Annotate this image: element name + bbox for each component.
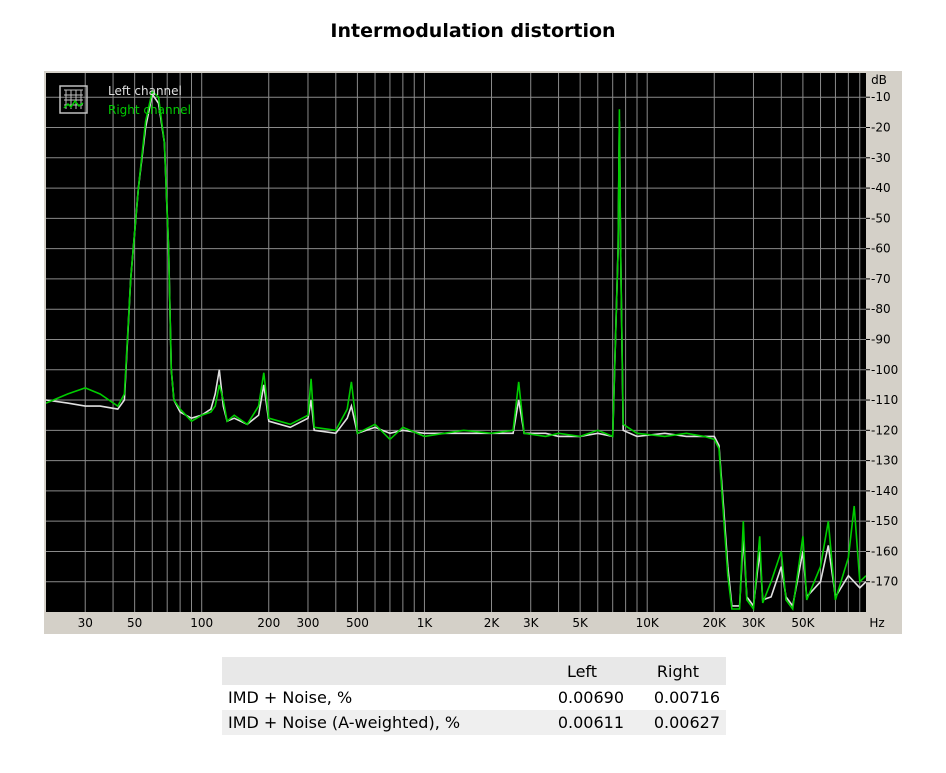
x-tick-label: 5K	[572, 616, 589, 630]
results-header-right: Right	[630, 657, 726, 685]
results-row: IMD + Noise (A-weighted), % 0.00611 0.00…	[222, 710, 726, 735]
y-tick-label: -30	[871, 151, 891, 165]
y-tick-label: -10	[871, 90, 891, 104]
y-tick-label: -150	[871, 514, 898, 528]
x-tick-label: 30K	[742, 616, 766, 630]
y-tick-label: -20	[871, 121, 891, 135]
y-axis-ticks: -10 -20 -30 -40 -50 -60 -70 -80 -90 -100 -110 -120 -…	[866, 90, 898, 589]
results-row-label: IMD + Noise (A-weighted), %	[222, 710, 534, 735]
x-axis-ticks: 30 50 100 200 300 500 1K 2K 3K 5K 10K 20K 30K 50K	[78, 616, 816, 630]
y-tick-label: -120	[871, 423, 898, 437]
legend: Left channel Right channel	[59, 84, 191, 117]
x-tick-label: 2K	[484, 616, 501, 630]
results-table: Left Right IMD + Noise, % 0.00690 0.0071…	[222, 657, 726, 735]
x-tick-label: 10K	[636, 616, 660, 630]
grid-lines	[46, 73, 866, 612]
y-tick-label: -90	[871, 332, 891, 346]
spectrum-plot: 30 50 100 200 300 500 1K 2K 3K 5K 10K 20K 30K 50K -10…	[46, 73, 898, 630]
x-axis-unit-label: Hz	[869, 616, 884, 630]
legend-right-channel: Right channel	[108, 103, 191, 117]
results-row: IMD + Noise, % 0.00690 0.00716	[222, 685, 726, 710]
results-row-label: IMD + Noise, %	[222, 685, 534, 710]
results-header-left: Left	[534, 657, 630, 685]
x-tick-label: 1K	[417, 616, 434, 630]
y-tick-label: -160	[871, 544, 898, 558]
chart-title: Intermodulation distortion	[330, 20, 616, 42]
y-tick-label: -80	[871, 302, 891, 316]
results-header-row: Left Right	[222, 657, 726, 685]
plot-area	[46, 73, 866, 612]
x-tick-label: 50	[127, 616, 142, 630]
series-right-channel-line	[46, 89, 866, 612]
y-tick-label: -130	[871, 454, 898, 468]
y-tick-label: -140	[871, 484, 898, 498]
x-tick-label: 20K	[703, 616, 727, 630]
results-row-right: 0.00716	[630, 685, 726, 710]
y-tick-label: -170	[871, 575, 898, 589]
results-row-right: 0.00627	[630, 710, 726, 735]
y-tick-label: -50	[871, 211, 891, 225]
results-row-left: 0.00690	[534, 685, 630, 710]
y-tick-label: -40	[871, 181, 891, 195]
y-tick-label: -70	[871, 272, 891, 286]
y-tick-label: -60	[871, 242, 891, 256]
results-row-left: 0.00611	[534, 710, 630, 735]
x-tick-label: 3K	[523, 616, 540, 630]
y-tick-label: -110	[871, 393, 898, 407]
y-tick-label: -100	[871, 363, 898, 377]
legend-left-channel: Left channel	[108, 84, 182, 98]
series-layer	[46, 89, 866, 612]
x-tick-label: 200	[257, 616, 280, 630]
spectrum-chart: 30 50 100 200 300 500 1K 2K 3K 5K 10K 20K 30K 50K -10…	[44, 71, 902, 634]
x-tick-label: 50K	[791, 616, 815, 630]
x-tick-label: 30	[78, 616, 93, 630]
results-header-blank	[222, 657, 534, 685]
x-tick-label: 500	[346, 616, 369, 630]
x-tick-label: 300	[297, 616, 320, 630]
x-tick-label: 100	[190, 616, 213, 630]
legend-icon[interactable]	[59, 85, 88, 114]
y-axis-unit-label: dB	[871, 73, 887, 87]
